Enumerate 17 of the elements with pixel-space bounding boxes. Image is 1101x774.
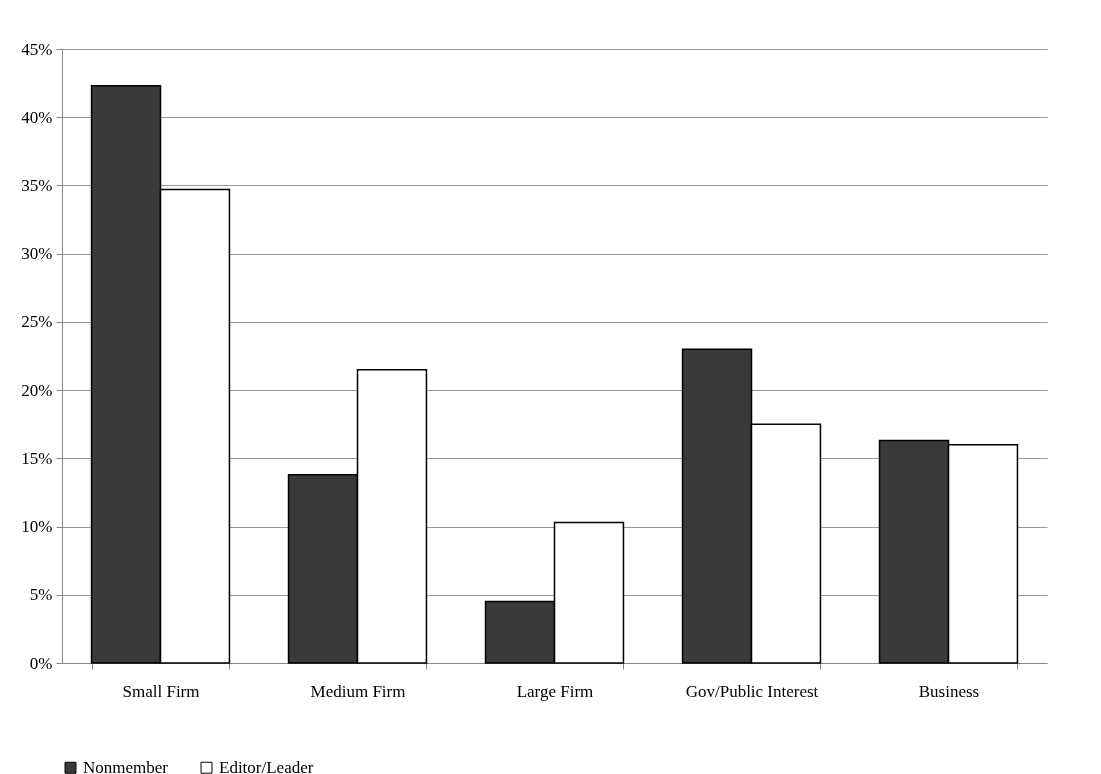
x-tick-label: Gov/Public Interest [685, 681, 819, 701]
x-tick-label: Small Firm [122, 681, 200, 701]
x-tick-label: Medium Firm [310, 681, 406, 701]
y-tick-label: 30% [21, 244, 53, 264]
y-tick-label: 20% [21, 380, 53, 400]
x-tick-label: Business [918, 681, 980, 701]
y-tick-label: 15% [21, 448, 53, 468]
legend-label: Nonmember [83, 757, 169, 774]
y-tick-label: 40% [21, 107, 53, 127]
x-tick-label: Large Firm [516, 681, 594, 701]
legend-label: Editor/Leader [219, 757, 314, 774]
y-tick-label: 10% [21, 517, 53, 537]
y-tick-label: 0% [29, 653, 53, 673]
y-tick-label: 5% [29, 585, 53, 605]
y-tick-label: 35% [21, 175, 53, 195]
y-tick-label: 45% [21, 39, 53, 59]
y-tick-label: 25% [21, 312, 53, 332]
